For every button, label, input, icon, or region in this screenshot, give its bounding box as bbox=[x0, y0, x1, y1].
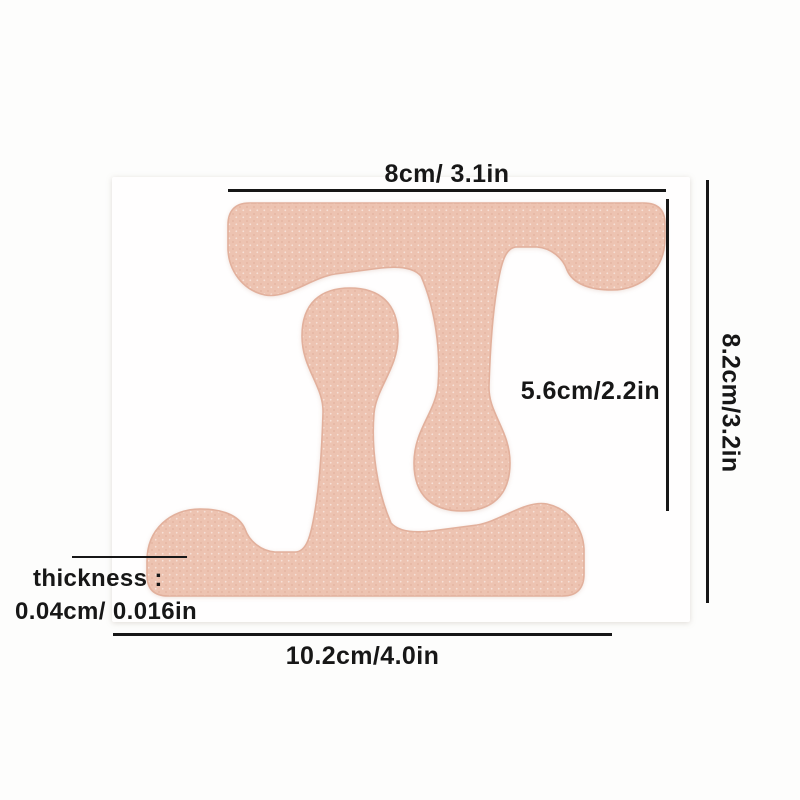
dimension-label-top-width: 8cm/ 3.1in bbox=[384, 160, 510, 188]
dimension-line-side-height bbox=[706, 180, 709, 603]
dimension-label-bottom-width: 10.2cm/4.0in bbox=[285, 642, 440, 670]
dimension-label-stem-height: 5.6cm/2.2in bbox=[520, 377, 660, 405]
thickness-value: 0.04cm/ 0.016in bbox=[15, 598, 198, 625]
patch-top bbox=[227, 202, 666, 512]
patches-illustration bbox=[146, 202, 666, 597]
dimension-line-top-width bbox=[228, 189, 666, 192]
dimension-line-bottom-width bbox=[113, 633, 612, 636]
patch-bottom bbox=[146, 287, 585, 597]
thickness-label: thickness : bbox=[33, 565, 163, 592]
product-photo-card bbox=[112, 177, 690, 622]
dimension-label-side-height: 8.2cm/3.2in bbox=[716, 333, 745, 473]
thickness-callout-line bbox=[72, 556, 187, 558]
dimension-line-stem-height bbox=[666, 199, 669, 511]
